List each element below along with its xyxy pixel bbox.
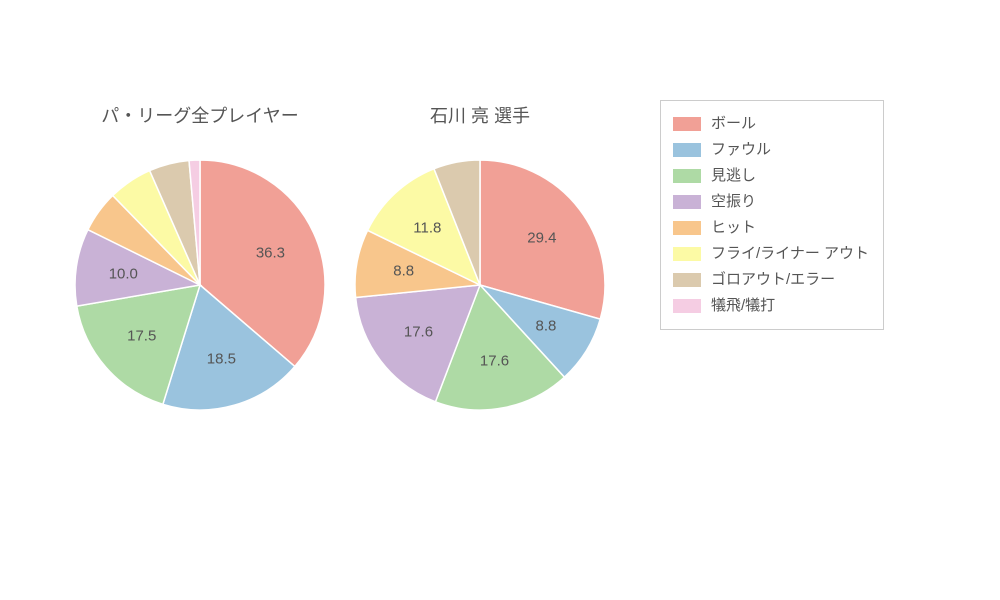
legend-item-groundout: ゴロアウト/エラー [673, 267, 869, 293]
legend-swatch-ball [673, 117, 701, 131]
legend-item-hit: ヒット [673, 215, 869, 241]
legend-label-foul: ファウル [711, 138, 771, 162]
legend-swatch-foul [673, 143, 701, 157]
legend-item-swing: 空振り [673, 189, 869, 215]
legend-label-swing: 空振り [711, 190, 756, 214]
legend-swatch-groundout [673, 273, 701, 287]
legend-item-sac: 犠飛/犠打 [673, 293, 869, 319]
legend-label-sac: 犠飛/犠打 [711, 294, 775, 318]
legend-swatch-sac [673, 299, 701, 313]
legend-label-ball: ボール [711, 112, 756, 136]
legend-swatch-hit [673, 221, 701, 235]
legend: ボールファウル見逃し空振りヒットフライ/ライナー アウトゴロアウト/エラー犠飛/… [660, 100, 884, 330]
legend-label-groundout: ゴロアウト/エラー [711, 268, 835, 292]
legend-label-flyout: フライ/ライナー アウト [711, 242, 869, 266]
legend-item-miss: 見逃し [673, 163, 869, 189]
legend-swatch-swing [673, 195, 701, 209]
legend-swatch-miss [673, 169, 701, 183]
chart-stage: パ・リーグ全プレイヤー36.318.517.510.0石川 亮 選手29.48.… [0, 0, 1000, 600]
legend-item-foul: ファウル [673, 137, 869, 163]
legend-label-hit: ヒット [711, 216, 756, 240]
pie-player [355, 160, 605, 410]
legend-label-miss: 見逃し [711, 164, 756, 188]
pie-title-player: 石川 亮 選手 [430, 102, 530, 128]
legend-item-ball: ボール [673, 111, 869, 137]
pie-league [75, 160, 325, 410]
legend-item-flyout: フライ/ライナー アウト [673, 241, 869, 267]
legend-swatch-flyout [673, 247, 701, 261]
pie-title-league: パ・リーグ全プレイヤー [101, 102, 298, 128]
